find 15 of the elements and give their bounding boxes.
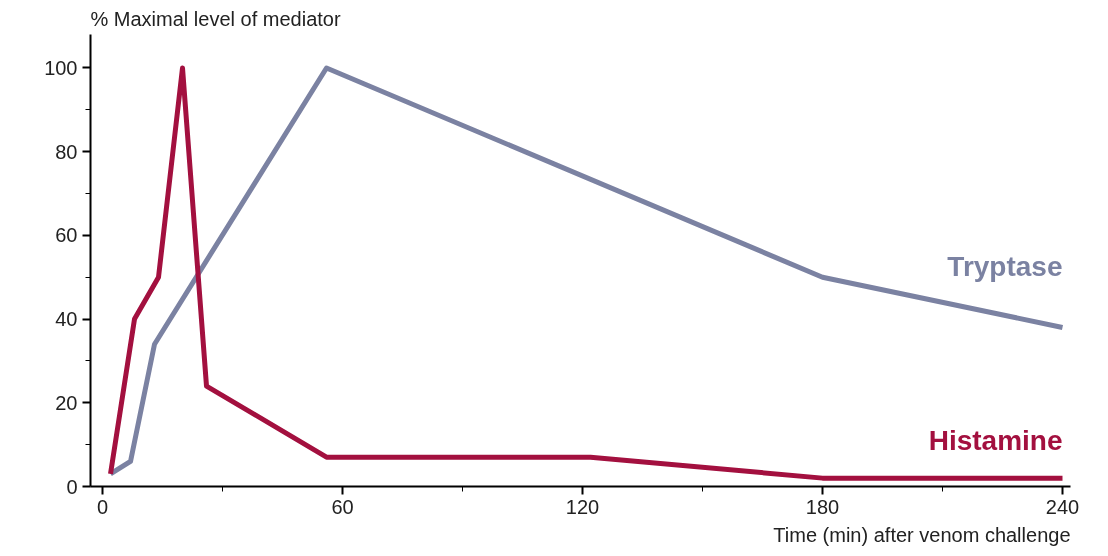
- y-tick-label: 0: [66, 475, 78, 498]
- y-tick-label: 40: [55, 308, 78, 331]
- y-tick-label: 60: [55, 224, 78, 247]
- y-tick-label: 20: [55, 391, 78, 414]
- y-tick-label: 80: [55, 140, 78, 163]
- x-tick-label: 0: [96, 495, 109, 518]
- x-axis-title: Time (min) after venom challenge: [773, 523, 1071, 546]
- x-tick-label: 60: [331, 495, 354, 518]
- x-tick-label: 240: [1045, 495, 1080, 518]
- x-tick-label: 180: [805, 495, 840, 518]
- y-tick-label: 100: [44, 56, 78, 79]
- x-tick-label: 120: [565, 495, 600, 518]
- series-label: Tryptase: [947, 251, 1063, 283]
- y-axis-title: % Maximal level of mediator: [90, 7, 341, 30]
- series-label: Histamine: [928, 425, 1063, 457]
